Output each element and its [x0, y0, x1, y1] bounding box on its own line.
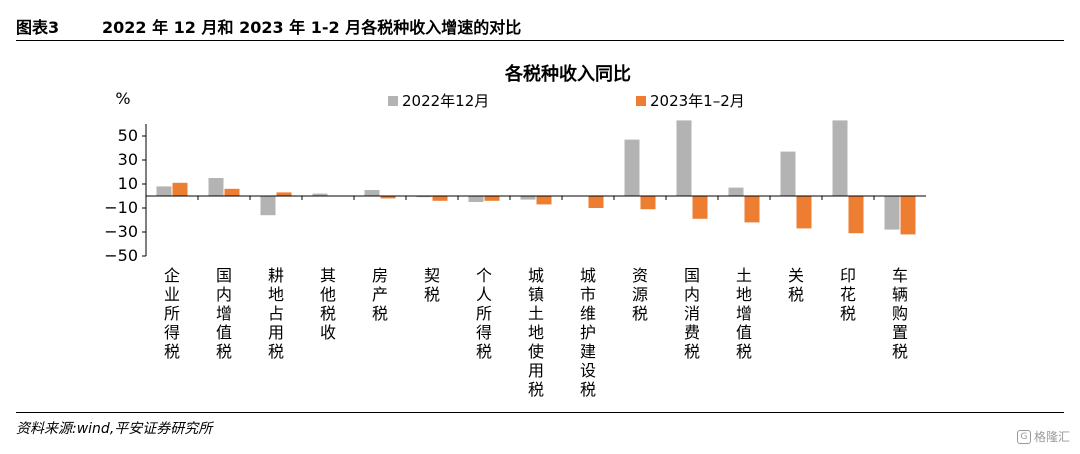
source-divider — [16, 412, 1064, 413]
x-tick-label: 契税 — [424, 266, 440, 304]
x-tick-label: 其他税收 — [320, 266, 336, 342]
bar-2023-1-2-0 — [172, 182, 188, 196]
x-tick-label: 印花税 — [840, 266, 856, 323]
bar-2022-12-12 — [780, 151, 796, 196]
y-tick-label: 50 — [118, 126, 138, 145]
x-tick-label: 车辆购置税 — [892, 266, 908, 361]
source-note: 资料来源:wind,平安证券研究所 — [16, 421, 213, 437]
bar-2023-1-2-14 — [900, 196, 916, 235]
bar-2023-1-2-9 — [640, 196, 656, 210]
figure-header: 图表3 2022 年 12 月和 2023 年 1-2 月各税种收入增速的对比 — [16, 6, 1064, 41]
x-tick-label: 房产税 — [372, 266, 388, 323]
x-tick-label: 企业所得税 — [164, 266, 180, 361]
bar-2023-1-2-6 — [484, 196, 500, 201]
bar-chart: 各税种收入同比 % 2022年12月 2023年1–2月 50 30 10 −10 −3… — [104, 63, 926, 399]
bar-2022-12-3 — [312, 193, 328, 196]
y-tick-label: 10 — [118, 174, 138, 193]
watermark: G 格隆汇 — [1016, 428, 1070, 445]
x-tick-label: 个人所得税 — [476, 266, 492, 361]
figure-label: 图表3 — [16, 18, 60, 37]
y-axis-label: % — [115, 89, 130, 108]
watermark-logo-icon: G — [1016, 429, 1031, 444]
x-tick-label: 资源税 — [632, 266, 648, 323]
watermark-text: 格隆汇 — [1033, 430, 1070, 444]
y-axis: 50 30 10 −10 −30 −50 — [104, 124, 147, 265]
y-tick-label: −10 — [104, 198, 138, 217]
bar-2022-12-0 — [156, 186, 172, 196]
legend-swatch-2022-12 — [388, 96, 398, 106]
x-axis-labels: 企业所得税 国内增值税 耕地占用税 其他税收 房产税 契税 个人所得税 城镇土地使用税 城市维护… — [164, 266, 908, 399]
legend-label-2023-1-2: 2023年1–2月 — [650, 92, 745, 110]
legend: 2022年12月 2023年1–2月 — [388, 92, 745, 110]
bar-2022-12-2 — [260, 196, 276, 216]
x-tick-label: 耕地占用税 — [268, 266, 284, 361]
x-tick-label: 关税 — [788, 266, 804, 304]
bar-2022-12-9 — [624, 139, 640, 196]
bar-2023-1-2-5 — [432, 196, 448, 201]
bar-2023-1-2-8 — [588, 196, 604, 208]
bar-2023-1-2-12 — [796, 196, 812, 229]
y-tick-label: 30 — [118, 150, 138, 169]
legend-label-2022-12: 2022年12月 — [402, 92, 489, 110]
legend-swatch-2023-1-2 — [636, 96, 646, 106]
figure-title: 2022 年 12 月和 2023 年 1-2 月各税种收入增速的对比 — [102, 18, 522, 37]
bar-2022-12-14 — [884, 196, 900, 230]
bar-2022-12-13 — [832, 120, 848, 196]
x-tick-label: 土地增值税 — [736, 266, 752, 361]
x-tick-label: 城市维护建设税 — [580, 266, 596, 399]
y-tick-label: −50 — [104, 246, 138, 265]
bar-2022-12-6 — [468, 196, 484, 202]
bar-2023-1-2-1 — [224, 188, 240, 196]
bar-2023-1-2-10 — [692, 196, 708, 219]
bar-2023-1-2-7 — [536, 196, 552, 205]
bar-2022-12-4 — [364, 190, 380, 196]
bar-2022-12-11 — [728, 187, 744, 196]
x-tick-label: 国内消费税 — [684, 266, 700, 361]
chart-title: 各税种收入同比 — [504, 63, 631, 85]
bar-2022-12-1 — [208, 178, 224, 196]
x-tick-label: 城镇土地使用税 — [528, 266, 544, 399]
bar-2023-1-2-4 — [380, 196, 396, 199]
bar-2023-1-2-2 — [276, 192, 292, 196]
bar-2023-1-2-13 — [848, 196, 864, 234]
y-tick-label: −30 — [104, 222, 138, 241]
bar-2023-1-2-11 — [744, 196, 760, 223]
x-tick-label: 国内增值税 — [216, 266, 232, 361]
bar-2022-12-7 — [520, 196, 536, 200]
bar-2022-12-5 — [416, 196, 432, 198]
bar-2022-12-10 — [676, 120, 692, 196]
bars — [146, 120, 926, 235]
